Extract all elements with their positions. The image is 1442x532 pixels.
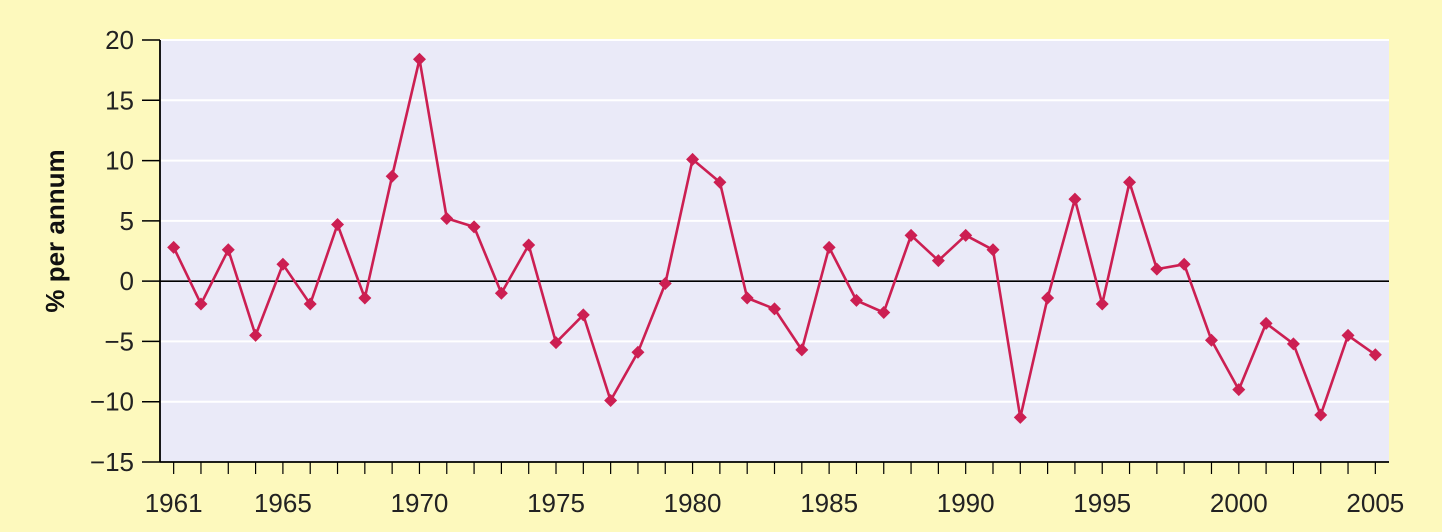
- data-point: [303, 297, 317, 311]
- data-point: [412, 52, 426, 66]
- x-tick-label: 2000: [1210, 488, 1268, 518]
- x-tick-label: 1975: [527, 488, 585, 518]
- data-point: [1041, 291, 1055, 305]
- data-point: [576, 308, 590, 322]
- data-point: [1123, 175, 1137, 189]
- series-layer: [167, 52, 1382, 424]
- data-point: [959, 228, 973, 242]
- data-point: [931, 254, 945, 268]
- x-tick-label: 2005: [1346, 488, 1404, 518]
- data-point: [740, 291, 754, 305]
- data-point: [358, 291, 372, 305]
- data-point: [849, 293, 863, 307]
- y-axis-label: % per annum: [40, 149, 70, 312]
- y-tick-label: 5: [120, 206, 134, 236]
- data-point: [440, 211, 454, 225]
- data-point: [1286, 337, 1300, 351]
- data-point: [276, 257, 290, 271]
- x-tick-label: 1965: [254, 488, 312, 518]
- data-point: [1177, 257, 1191, 271]
- data-point: [795, 343, 809, 357]
- plot-area: [160, 40, 1389, 462]
- y-tick-label: 20: [105, 25, 134, 55]
- data-point: [686, 152, 700, 166]
- x-tick-label: 1990: [937, 488, 995, 518]
- data-point: [1232, 383, 1246, 397]
- data-point: [549, 336, 563, 350]
- data-point: [631, 345, 645, 359]
- data-point: [1150, 262, 1164, 276]
- data-point: [522, 238, 536, 252]
- data-point: [1341, 328, 1355, 342]
- y-tick-label: −15: [90, 447, 134, 477]
- data-point: [1259, 316, 1273, 330]
- data-point: [1013, 410, 1027, 424]
- x-tick-label: 1970: [391, 488, 449, 518]
- x-tick-label: 1985: [800, 488, 858, 518]
- data-point: [167, 240, 181, 254]
- data-point: [768, 302, 781, 316]
- y-tick-label: 10: [105, 146, 134, 176]
- data-point: [1314, 408, 1328, 422]
- data-point: [494, 286, 508, 300]
- data-point: [1368, 348, 1382, 362]
- y-axis-ticks: −15 −10 −5 0 5 10 15 20: [90, 25, 160, 477]
- data-point: [467, 220, 481, 234]
- data-point: [1068, 192, 1082, 206]
- data-point: [194, 297, 208, 311]
- y-tick-label: −5: [104, 326, 134, 356]
- y-tick-label: 15: [105, 85, 134, 115]
- data-point: [221, 243, 235, 257]
- data-point: [658, 277, 672, 291]
- data-point: [385, 169, 399, 183]
- data-point: [1095, 297, 1109, 311]
- x-tick-label: 1961: [145, 488, 203, 518]
- x-tick-label: 1980: [664, 488, 722, 518]
- data-point: [331, 217, 345, 231]
- data-point: [713, 175, 727, 189]
- data-point: [604, 394, 618, 408]
- data-point: [904, 228, 918, 242]
- y-tick-label: −10: [90, 387, 134, 417]
- data-point: [986, 243, 1000, 257]
- x-tick-label: 1995: [1073, 488, 1131, 518]
- data-point: [822, 240, 836, 254]
- data-point: [877, 305, 891, 319]
- data-point: [249, 328, 263, 342]
- x-axis-ticks: 1961 1965 1970 1975 1980 1985 1990 1995 2000 2005: [145, 462, 1404, 518]
- y-tick-label: 0: [120, 266, 134, 296]
- gridlines: [160, 39, 1389, 403]
- data-point: [1204, 333, 1218, 347]
